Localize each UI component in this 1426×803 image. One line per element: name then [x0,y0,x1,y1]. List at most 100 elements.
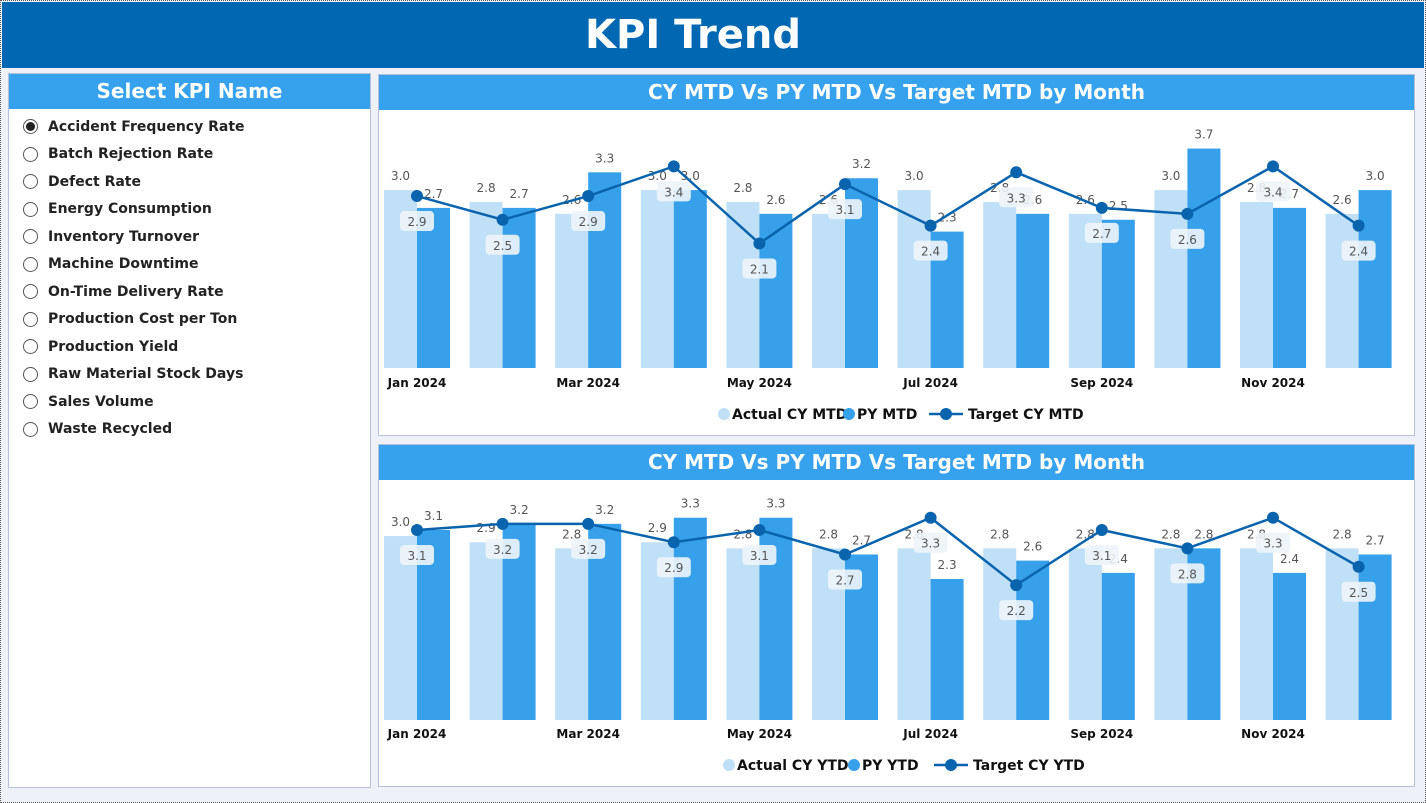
py-data-label: 2.7 [1366,533,1385,547]
target-marker [1095,523,1108,536]
target-label-box [1084,544,1119,565]
actual-bar [1068,548,1102,720]
target-label-box [1084,222,1119,243]
kpi-option[interactable]: Defect Rate [9,168,370,196]
actual-bar [384,536,417,720]
target-data-label: 3.3 [1263,537,1282,551]
radio-button-icon[interactable] [23,339,38,355]
kpi-option[interactable]: Batch Rejection Rate [9,141,370,169]
py-data-label: 2.6 [766,193,785,207]
target-label-box [1256,181,1290,202]
kpi-option[interactable]: Waste Recycled [9,416,370,444]
legend-target-marker-icon [945,759,957,771]
target-data-label: 2.5 [493,239,512,253]
target-marker [411,190,423,203]
py-bar [759,213,793,368]
kpi-option[interactable]: Energy Consumption [9,196,370,224]
py-bar [673,517,707,720]
actual-data-label: 2.8 [990,527,1009,541]
actual-bar [1325,548,1359,720]
target-marker [411,523,423,536]
target-data-label: 2.2 [1007,604,1026,618]
py-bar [1187,148,1221,368]
py-data-label: 2.3 [938,558,957,572]
radio-button-icon[interactable] [23,311,38,327]
actual-bar [555,213,589,368]
actual-data-label: 2.8 [733,181,752,195]
actual-bar [983,548,1017,720]
kpi-list: Accident Frequency Rate Batch Rejection R… [9,109,370,443]
target-marker [1095,201,1108,214]
kpi-option[interactable]: Production Cost per Ton [9,306,370,334]
target-marker [1181,207,1194,220]
radio-button-icon[interactable] [23,229,38,245]
py-data-label: 2.8 [1194,527,1213,541]
legend-actual-label: Actual CY YTD [737,758,849,774]
kpi-option[interactable]: Inventory Turnover [9,223,370,251]
kpi-option-label: Defect Rate [48,173,141,190]
actual-bar [897,190,931,368]
target-label-box [828,199,862,220]
legend-target-marker-icon [940,408,952,420]
actual-bar [1240,548,1273,720]
py-data-label: 3.3 [766,497,785,511]
target-data-label: 3.2 [579,543,598,557]
legend-py-label: PY MTD [857,407,917,423]
target-marker [753,237,766,250]
radio-button-icon[interactable] [23,146,38,162]
kpi-option[interactable]: Accident Frequency Rate [9,113,370,141]
mtd-chart: 3.0 2.7 Jan 2024 2.8 2.7 2.6 3.3 Mar 2024 3.0 3.0… [384,128,1392,423]
kpi-option[interactable]: Raw Material Stock Days [9,361,370,389]
kpi-option-label: Machine Downtime [48,256,199,273]
radio-button-icon[interactable] [23,284,38,300]
actual-bar [469,201,503,368]
target-line [416,516,1360,587]
radio-button-icon[interactable] [23,394,38,410]
actual-data-label: 2.8 [562,527,581,541]
target-marker [1010,579,1023,592]
py-bar [1101,219,1135,368]
target-data-label: 3.3 [1007,191,1026,205]
target-marker [1352,219,1365,232]
radio-button-icon[interactable] [23,366,38,382]
radio-button-icon[interactable] [23,119,38,135]
target-label-box [742,258,777,279]
radio-button-icon[interactable] [23,256,38,272]
target-data-label: 2.9 [579,215,598,229]
target-marker [582,517,595,530]
target-marker [924,511,937,524]
py-data-label: 2.4 [1280,552,1299,566]
radio-button-icon[interactable] [23,201,38,217]
kpi-option-label: Energy Consumption [48,201,212,218]
py-bar [1016,213,1050,368]
kpi-option[interactable]: Production Yield [9,333,370,361]
target-marker [1181,542,1194,555]
chart-title: CY MTD Vs PY MTD Vs Target MTD by Month [379,445,1414,480]
target-marker [496,213,509,226]
py-bar [1273,207,1306,368]
x-tick-label: Mar 2024 [556,376,620,390]
actual-bar [1240,201,1273,368]
actual-data-label: 3.0 [905,169,924,183]
kpi-option[interactable]: On-Time Delivery Rate [9,278,370,306]
target-line [416,164,1360,246]
target-data-label: 2.7 [835,573,854,587]
ytd-chart: 3.0 3.1 Jan 2024 2.9 3.2 2.8 3.2 Mar 2024 2.9 3.3… [384,497,1392,774]
radio-button-icon[interactable] [23,421,38,437]
actual-data-label: 3.0 [391,515,410,529]
kpi-option[interactable]: Sales Volume [9,388,370,416]
target-data-label: 3.2 [493,543,512,557]
x-tick-label: Jan 2024 [387,376,447,390]
kpi-slicer: Select KPI Name Accident Frequency Rate B… [8,73,371,788]
py-data-label: 3.1 [424,509,443,523]
radio-button-icon[interactable] [23,174,38,190]
py-bar [1101,572,1135,720]
kpi-option[interactable]: Machine Downtime [9,251,370,279]
py-bar [417,207,450,368]
target-label-box [485,538,520,559]
chart-title: CY MTD Vs PY MTD Vs Target MTD by Month [379,75,1414,110]
target-data-label: 2.5 [1349,586,1368,600]
target-label-box [571,211,606,232]
actual-bar [812,213,845,368]
target-marker [667,160,680,173]
